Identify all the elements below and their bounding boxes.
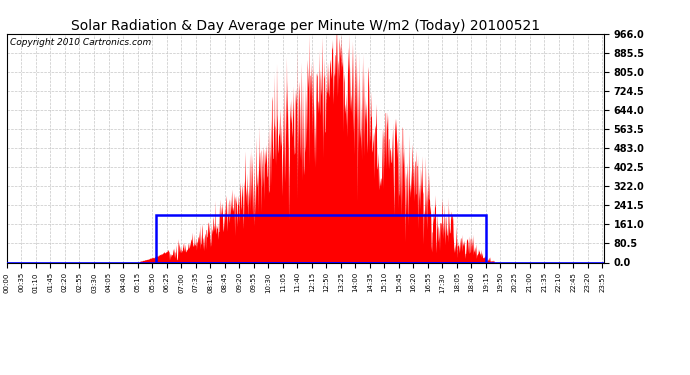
Title: Solar Radiation & Day Average per Minute W/m2 (Today) 20100521: Solar Radiation & Day Average per Minute… [71,19,540,33]
Text: Copyright 2010 Cartronics.com: Copyright 2010 Cartronics.com [10,38,151,47]
Bar [156,215,486,262]
